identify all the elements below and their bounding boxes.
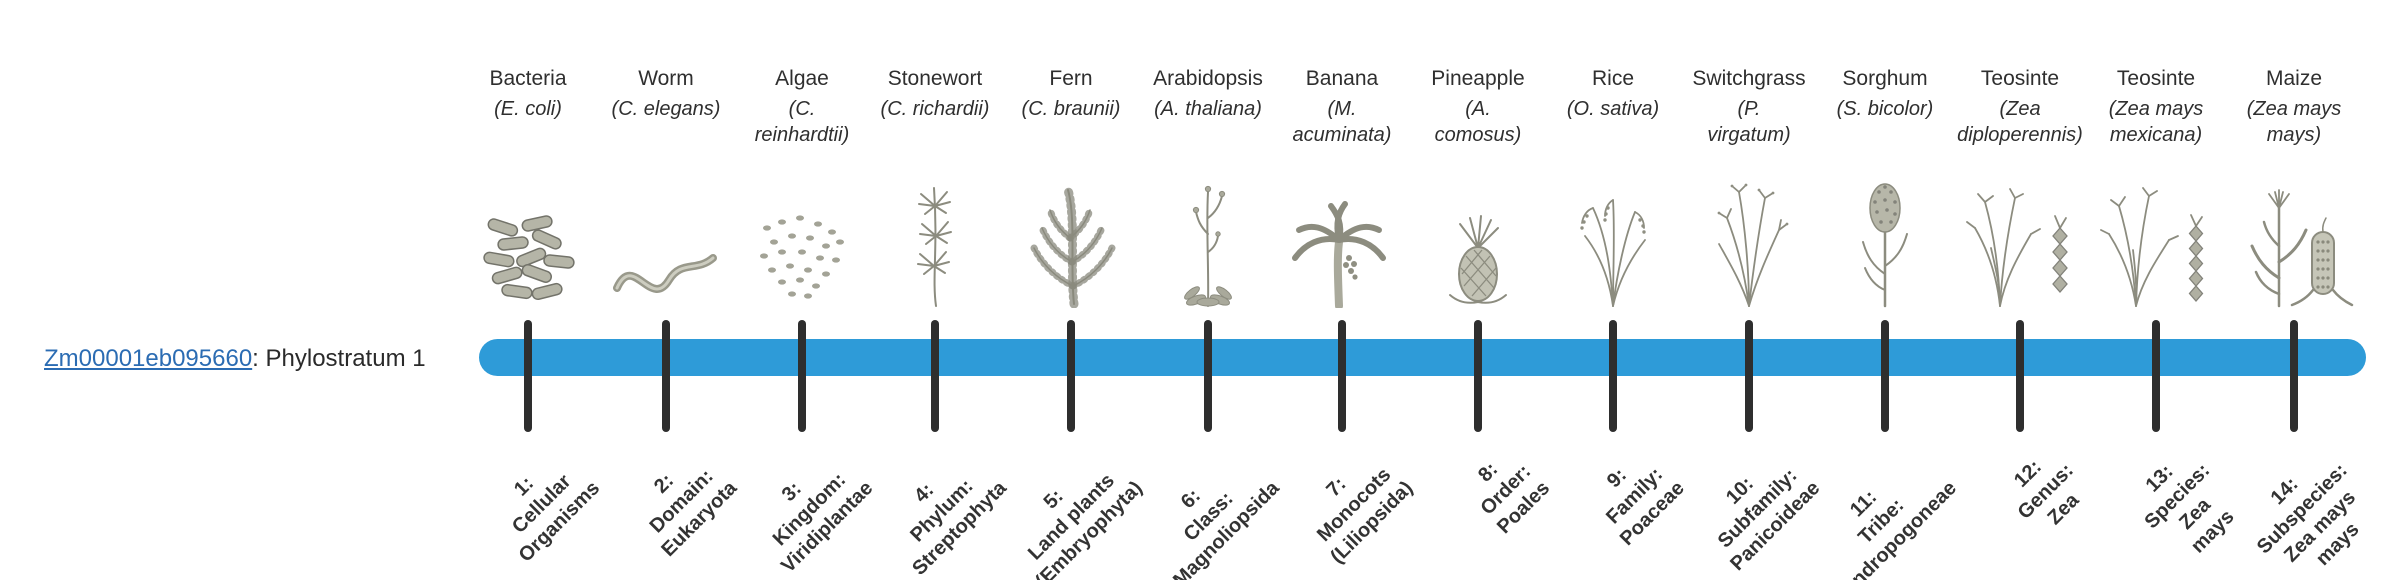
column-pineapple: Pineapple (A. comosus) 8: Order: Poales xyxy=(1403,66,1553,580)
gene-label: Zm00001eb095660: Phylostratum 1 xyxy=(44,345,426,373)
organism-illustration xyxy=(1945,156,2095,308)
timeline-tick xyxy=(931,320,939,432)
fern-icon xyxy=(1030,185,1116,308)
column-banana: Banana (M. acuminata) 7: Monoc xyxy=(1267,66,1418,580)
stratum-label: 6: Class: Magnoliopsida xyxy=(1169,477,1284,580)
organism-scientific-name: (E. coli) xyxy=(494,98,562,120)
sorghum-icon xyxy=(1862,183,1908,308)
organism-name: Rice xyxy=(1591,67,1634,90)
stonewort-icon xyxy=(917,187,952,307)
timeline-tick xyxy=(1474,320,1482,432)
organism-illustration xyxy=(591,156,741,308)
timeline-tick xyxy=(1609,320,1617,432)
timeline-tick xyxy=(1204,320,1212,432)
banana-plant-icon xyxy=(1292,201,1386,308)
organism-scientific-name: (Zea diploperennis) xyxy=(1957,98,2083,146)
organism-illustration xyxy=(860,156,1010,308)
arabidopsis-icon xyxy=(1184,185,1232,307)
timeline-tick xyxy=(1067,320,1075,432)
organism-name: Sorghum xyxy=(1842,67,1928,90)
teosinte-mexicana-icon xyxy=(2100,187,2204,307)
organism-scientific-name: (C. braunii) xyxy=(1021,98,1121,120)
stratum-label: 14: Subspecies: Zea mays mays xyxy=(2253,459,2364,571)
organism-illustration xyxy=(996,156,1146,308)
bacteria-icon xyxy=(483,215,575,301)
timeline-tick xyxy=(1745,320,1753,432)
stratum-label: 7: Monocots (Liliopsida) xyxy=(1313,463,1418,569)
timeline-bar xyxy=(479,339,2366,376)
organism-name: Worm xyxy=(638,67,694,90)
stratum-label: 3: Kingdom: Viridiplantae xyxy=(769,468,878,578)
switchgrass-icon xyxy=(1717,183,1789,307)
timeline-tick xyxy=(2016,320,2024,432)
timeline-tick xyxy=(2152,320,2160,432)
organism-scientific-name: (P. virgatum) xyxy=(1707,98,1791,146)
organism-illustration xyxy=(1810,156,1960,308)
teosinte-diploperennis-icon xyxy=(1966,188,2068,307)
organism-name: Banana xyxy=(1305,67,1379,90)
stratum-label: 4: Phylum: Streptophyta xyxy=(905,475,1011,580)
column-algae: Algae (C. reinhardtii) xyxy=(727,66,878,580)
algae-icon xyxy=(760,215,844,299)
pineapple-icon xyxy=(1449,215,1507,304)
column-teosinte-mexicana: Teosinte (Zea mays mexicana) 13: Species… xyxy=(2081,66,2238,580)
timeline-tick xyxy=(798,320,806,432)
organism-illustration xyxy=(1133,156,1283,308)
timeline-tick xyxy=(1881,320,1889,432)
organism-illustration xyxy=(2219,156,2369,308)
stratum-label: 10: Subfamily: Panicoideae xyxy=(1713,464,1825,576)
timeline-tick xyxy=(524,320,532,432)
organism-name: Pineapple xyxy=(1431,67,1525,90)
organism-name: Arabidopsis xyxy=(1153,67,1263,90)
column-maize: Maize (Zea mays mays) xyxy=(2219,66,2369,580)
organism-scientific-name: (C. reinhardtii) xyxy=(754,98,850,146)
stratum-label: 2: Domain: Eukaryota xyxy=(645,465,742,562)
organism-scientific-name: (A. comosus) xyxy=(1434,98,1522,146)
organism-illustration xyxy=(1674,156,1824,308)
column-bacteria: Bacteria (E. coli) 1: Ce xyxy=(453,66,604,580)
timeline-tick xyxy=(2290,320,2298,432)
stratum-label: 11: Tribe: Andropogoneae xyxy=(1836,477,1961,580)
timeline-tick xyxy=(662,320,670,432)
organism-scientific-name: (C. elegans) xyxy=(611,98,721,120)
column-switchgrass: Switchgrass (P. virgatum) 10: Subfamily xyxy=(1674,66,1824,580)
organism-illustration xyxy=(2081,156,2231,308)
organism-name: Bacteria xyxy=(489,67,567,90)
timeline-tick xyxy=(1338,320,1346,432)
organism-scientific-name: (M. acuminata) xyxy=(1292,98,1392,146)
organism-illustration xyxy=(1403,156,1553,308)
column-rice: Rice (O. sativa) xyxy=(1538,66,1689,580)
organism-scientific-name: (C. richardii) xyxy=(880,98,990,120)
stratum-label: 1: Cellular Organisms xyxy=(507,470,604,567)
organism-name: Teosinte xyxy=(2116,67,2196,90)
column-stonewort: Stonewort (C. richardii) 4: Phylum: Stre… xyxy=(860,66,1011,580)
column-sorghum: Sorghum (S. bicolor) 11: Tribe xyxy=(1810,66,1961,580)
organism-illustration xyxy=(727,156,877,308)
column-worm: Worm (C. elegans) 2: Domain: Eukaryota xyxy=(591,66,742,580)
organism-name: Maize xyxy=(2265,67,2323,90)
maize-icon xyxy=(2250,189,2354,308)
organism-illustration xyxy=(1538,156,1688,308)
organism-name: Teosinte xyxy=(1980,67,2060,90)
organism-scientific-name: (O. sativa) xyxy=(1566,98,1660,120)
organism-scientific-name: (A. thaliana) xyxy=(1154,98,1262,120)
rice-plant-icon xyxy=(1580,199,1646,307)
organism-scientific-name: (Zea mays mexicana) xyxy=(2108,98,2204,146)
column-teosinte-diploperennis: Teosinte (Zea diploperennis) 12: Genus: … xyxy=(1945,66,2095,580)
worm-icon xyxy=(613,254,717,293)
organism-name: Fern xyxy=(1049,67,1093,90)
organism-scientific-name: (S. bicolor) xyxy=(1836,98,1934,120)
organism-name: Switchgrass xyxy=(1692,67,1806,90)
organism-name: Algae xyxy=(775,67,829,90)
organism-illustration xyxy=(1267,156,1417,308)
gene-id-link[interactable]: Zm00001eb095660 xyxy=(44,345,253,372)
stratum-label: 5: Land plants (Embryophyta) xyxy=(1023,469,1147,580)
column-arabidopsis: Arabidopsis (A. thaliana) xyxy=(1133,66,1283,580)
organism-scientific-name: (Zea mays mays) xyxy=(2246,98,2342,146)
organism-name: Stonewort xyxy=(887,67,983,90)
phylostratum-label: : Phylostratum 1 xyxy=(252,345,426,372)
column-fern: Fern (C. braunii) xyxy=(996,66,1147,580)
organism-illustration xyxy=(453,156,603,308)
